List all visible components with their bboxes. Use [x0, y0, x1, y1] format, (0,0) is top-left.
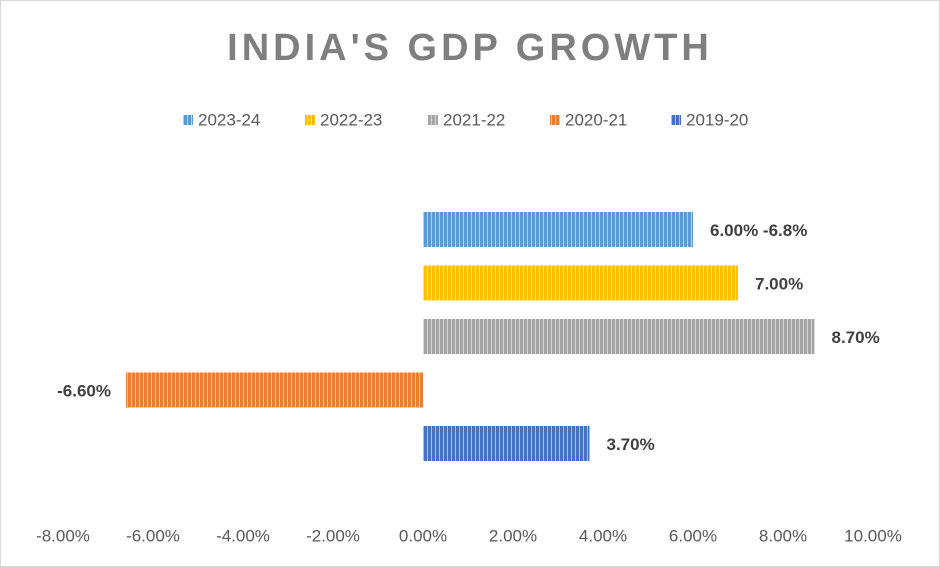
bar [423, 426, 590, 461]
value-label: 3.70% [607, 435, 655, 454]
legend-swatch [671, 115, 681, 125]
legend-swatch [550, 115, 560, 125]
chart-title: INDIA'S GDP GROWTH [227, 27, 713, 69]
bar [423, 319, 815, 354]
x-tick-label: 2.00% [489, 526, 537, 545]
x-tick-label: -4.00% [216, 526, 270, 545]
bar [423, 265, 738, 301]
x-tick-label: 4.00% [579, 526, 627, 545]
legend-swatch [428, 115, 438, 125]
x-tick-label: 8.00% [759, 526, 807, 545]
legend-swatch [183, 115, 193, 125]
x-tick-label: 6.00% [669, 526, 717, 545]
legend-swatch [305, 115, 315, 125]
value-label: 7.00% [755, 274, 803, 293]
legend-label: 2020-21 [565, 110, 627, 129]
legend-label: 2023-24 [198, 110, 260, 129]
x-tick-label: -2.00% [306, 526, 360, 545]
legend-label: 2022-23 [320, 110, 382, 129]
legend-label: 2019-20 [686, 110, 748, 129]
legend-label: 2021-22 [443, 110, 505, 129]
bar [423, 212, 693, 247]
value-label: 8.70% [832, 328, 880, 347]
value-label: 6.00% -6.8% [710, 221, 807, 240]
x-tick-label: -6.00% [126, 526, 180, 545]
x-tick-label: -8.00% [36, 526, 90, 545]
x-tick-label: 10.00% [844, 526, 902, 545]
bar [126, 372, 423, 408]
x-tick-label: 0.00% [399, 526, 447, 545]
value-label: -6.60% [57, 381, 111, 400]
